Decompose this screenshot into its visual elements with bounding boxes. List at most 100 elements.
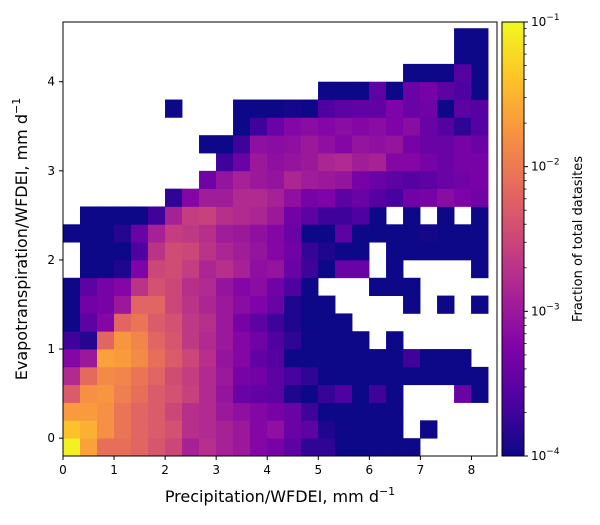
heatmap-cell: [233, 206, 251, 225]
heatmap-cell: [131, 277, 149, 296]
heatmap-cell: [437, 366, 455, 386]
heatmap-cell: [80, 366, 98, 386]
heatmap-cell: [233, 438, 251, 457]
heatmap-cell: [335, 188, 353, 207]
heatmap-cell: [250, 313, 268, 332]
heatmap-cell: [131, 206, 149, 225]
heatmap-cell: [335, 402, 353, 421]
heatmap-cell: [437, 224, 455, 243]
heatmap-cell: [437, 117, 455, 136]
heatmap-cell: [165, 366, 183, 386]
heatmap-cell: [63, 438, 81, 457]
heatmap-cell: [471, 188, 489, 207]
heatmap-cell: [114, 366, 132, 386]
heatmap-cell: [97, 242, 115, 261]
heatmap-cell: [301, 224, 319, 243]
heatmap-cell: [403, 224, 421, 243]
heatmap-cell: [165, 384, 183, 403]
heatmap-cell: [335, 153, 353, 172]
heatmap-cell: [233, 117, 251, 136]
heatmap-cell: [369, 99, 387, 118]
heatmap-cell: [352, 117, 370, 136]
heatmap-cell: [80, 206, 98, 225]
heatmap-cell: [318, 313, 336, 332]
heatmap-cell: [318, 99, 336, 118]
heatmap-cell: [335, 438, 353, 457]
heatmap-cell: [471, 206, 489, 225]
heatmap-cell: [182, 384, 200, 403]
heatmap-cell: [318, 224, 336, 243]
heatmap-cell: [114, 224, 132, 243]
heatmap-cell: [114, 420, 132, 439]
heatmap-cell: [233, 384, 251, 403]
heatmap-cell: [335, 242, 353, 261]
heatmap-cell: [318, 135, 336, 154]
heatmap-cell: [148, 295, 166, 314]
heatmap-cell: [420, 188, 438, 207]
heatmap-cell: [301, 366, 319, 386]
heatmap-cell: [199, 438, 217, 457]
heatmap-cell: [97, 349, 115, 368]
heatmap-cell: [471, 99, 489, 118]
heatmap-cell: [267, 224, 285, 243]
heatmap-cell: [97, 420, 115, 439]
heatmap-cell: [216, 259, 234, 279]
heatmap-cell: [250, 224, 268, 243]
heatmap-cell: [165, 277, 183, 296]
heatmap-cell: [437, 242, 455, 261]
heatmap-cell: [471, 153, 489, 172]
heatmap-cell: [352, 420, 370, 439]
heatmap-cell: [250, 438, 268, 457]
heatmap-cell: [148, 313, 166, 332]
x-tick-label: 1: [110, 463, 118, 477]
heatmap-cell: [216, 295, 234, 314]
heatmap-cell: [369, 366, 387, 386]
heatmap-cell: [97, 438, 115, 457]
heatmap-cell: [233, 259, 251, 279]
heatmap-cell: [233, 153, 251, 172]
colorbar-tick-label: 10−3: [531, 302, 560, 318]
heatmap-cell: [454, 28, 472, 47]
heatmap-cell: [437, 170, 455, 190]
heatmap-cell: [386, 117, 404, 136]
heatmap-cell: [403, 188, 421, 207]
heatmap-cell: [97, 295, 115, 314]
heatmap-cell: [471, 135, 489, 154]
heatmap-cell: [454, 366, 472, 386]
heatmap-cell: [369, 170, 387, 190]
heatmap-cell: [80, 331, 98, 350]
heatmap-cell: [182, 438, 200, 457]
heatmap-cell: [165, 438, 183, 457]
heatmap-cell: [131, 420, 149, 439]
y-tick-label: 0: [47, 431, 55, 445]
heatmap-cell: [63, 420, 81, 439]
x-axis-label: Precipitation/WFDEI, mm d−1: [165, 485, 395, 506]
heatmap-cell: [182, 295, 200, 314]
heatmap-cell: [335, 313, 353, 332]
heatmap-cell: [233, 349, 251, 368]
heatmap-cell: [437, 206, 455, 225]
heatmap-cell: [216, 206, 234, 225]
heatmap-cell: [148, 242, 166, 261]
heatmap-cell: [301, 420, 319, 439]
heatmap-cell: [420, 224, 438, 243]
heatmap-cell: [369, 384, 387, 403]
heatmap-cell: [80, 349, 98, 368]
heatmap-cell: [216, 349, 234, 368]
heatmap-cell: [199, 135, 217, 154]
heatmap-cell: [471, 46, 489, 65]
heatmap-cell: [165, 259, 183, 279]
heatmap-cell: [403, 99, 421, 118]
heatmap-cell: [369, 81, 387, 100]
heatmap-cell: [471, 384, 489, 403]
heatmap-cell: [301, 170, 319, 190]
heatmap-cell: [131, 295, 149, 314]
heatmap-cell: [301, 259, 319, 279]
heatmap-cell: [318, 242, 336, 261]
heatmap-cell: [165, 331, 183, 350]
heatmap-cell: [250, 259, 268, 279]
heatmap-cell: [284, 366, 302, 386]
heatmap-cell: [352, 349, 370, 368]
heatmap-cell: [182, 349, 200, 368]
heatmap-cell: [165, 99, 183, 118]
